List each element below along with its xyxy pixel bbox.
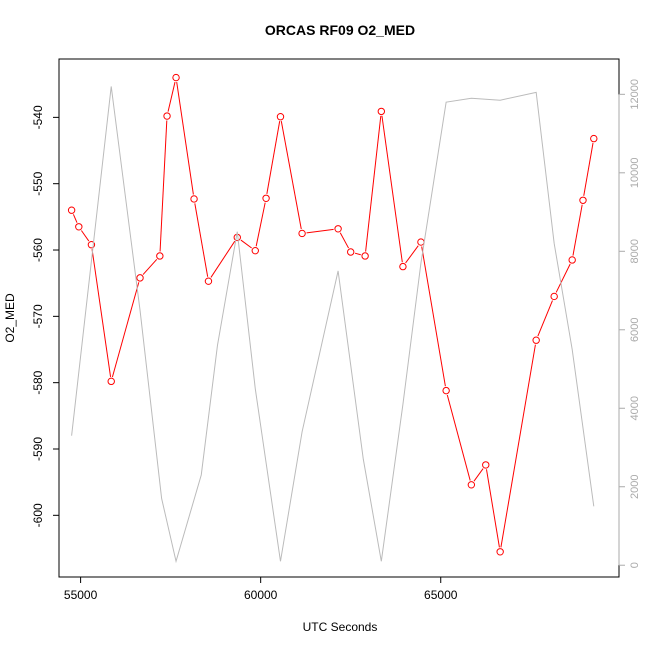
secondary-y-axis: 0 2000 4000 6000 8000 10000 12000 [618,79,641,568]
primary-series-line-segment [72,214,78,223]
data-point [467,481,476,489]
data-point [347,248,355,256]
primary-series-line-segment [473,468,484,482]
secondary-series-line [71,86,595,564]
data-point [550,292,558,301]
data-point [276,113,285,121]
x-tick-label: 55000 [64,588,98,602]
y2-tick-label: 10000 [629,158,641,189]
data-point [251,246,259,255]
y-axis: -600 -590 -580 -570 -560 -550 -540 [31,105,60,527]
data-point [399,262,407,271]
y2-tick-label: 2000 [629,475,641,499]
data-point [107,377,115,386]
y2-tick-label: 4000 [629,396,641,420]
primary-series-line-segment [176,81,194,195]
y-tick-label: -580 [31,370,45,394]
data-point [75,223,83,231]
y2-tick-label: 12000 [629,79,641,110]
primary-series-line-segment [446,394,471,481]
data-point [262,194,270,202]
data-point [172,73,180,82]
primary-series-line-segment [80,230,90,242]
x-axis: 55000 60000 65000 [64,576,458,602]
data-point [532,336,540,344]
primary-series-line-segment [306,228,334,234]
y-axis-label: O2_MED [3,293,17,343]
y-tick-label: -590 [31,437,45,461]
chart-title: ORCAS RF09 O2_MED [265,22,415,38]
y-tick-label: -550 [31,171,45,195]
y-tick-label: -600 [31,503,45,527]
primary-series-line-segment [421,246,446,387]
primary-series-line-segment [280,121,302,230]
y-tick-label: -570 [31,304,45,328]
primary-series-line-segment [194,203,209,277]
primary-series-line-segment [339,232,349,249]
primary-series-line-segment [167,81,176,112]
data-point [590,134,598,143]
data-point [334,225,342,233]
data-point [298,229,306,238]
data-point [377,107,386,116]
data-point [442,386,450,395]
data-point [67,206,76,214]
primary-series-line-segment [142,258,158,275]
primary-series-line-segment [266,121,281,194]
y2-tick-label: 8000 [629,239,641,263]
data-point [496,548,504,556]
primary-series-line-segment [91,249,112,377]
x-tick-label: 60000 [244,588,278,602]
data-point [361,252,369,260]
primary-series-line-segment [485,469,500,548]
data-point [417,238,425,246]
data-point [156,252,164,260]
primary-series-line-segment [365,115,382,252]
primary-series-line-segment [159,120,168,252]
data-point [204,277,213,285]
primary-series-line-segment [555,263,571,293]
primary-series-line-segment [111,282,140,378]
data-point [579,196,587,204]
x-axis-label: UTC Seconds [303,620,378,634]
x-tick-label: 65000 [424,588,458,602]
primary-series-line-segment [240,239,252,249]
data-point [136,274,144,282]
y2-tick-label: 6000 [629,318,641,342]
series-layer [67,73,598,564]
primary-series-line-segment [255,202,266,247]
primary-series-line-segment [381,115,403,263]
data-point [568,256,576,264]
primary-series-line-segment [210,240,236,278]
y2-tick-label: 0 [629,562,641,568]
data-point [163,112,171,120]
primary-series-line-segment [583,142,594,196]
primary-series-line-segment [572,204,583,256]
data-point [482,461,490,469]
data-point [190,195,198,203]
primary-series-line-segment [537,300,553,337]
primary-series-line-segment [500,344,536,548]
y-tick-label: -540 [31,105,45,129]
primary-series-line-segment [354,252,361,256]
primary-series-line-segment [405,245,419,264]
y-tick-label: -560 [31,238,45,262]
